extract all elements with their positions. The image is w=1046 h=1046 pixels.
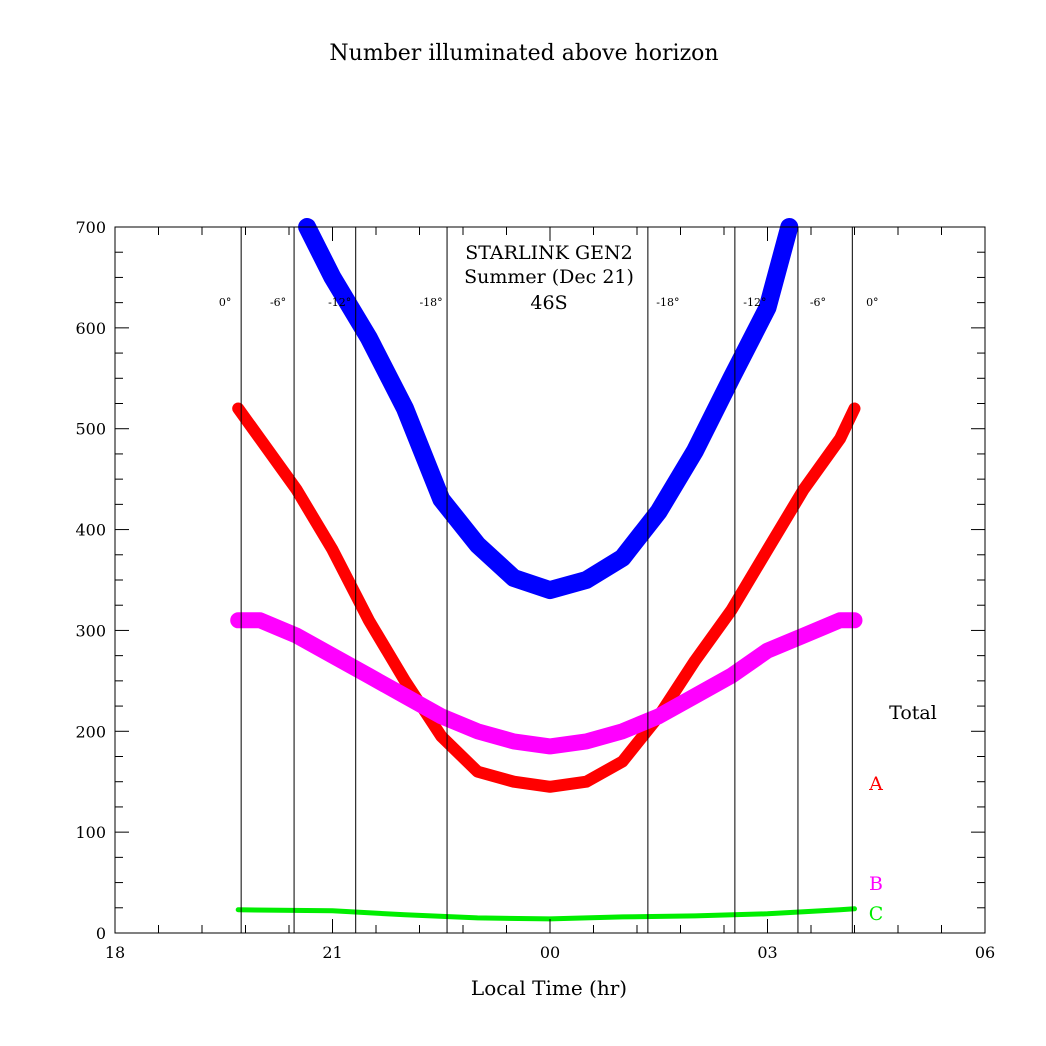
x-axis-label: Local Time (hr)	[471, 976, 627, 1000]
twilight-label: -12°	[743, 296, 766, 309]
twilight-label: -12°	[328, 296, 351, 309]
annotation-line-2: Summer (Dec 21)	[464, 266, 634, 288]
y-tick-label: 0	[96, 924, 106, 943]
x-tick-label: 03	[757, 943, 777, 962]
y-tick-label: 200	[75, 722, 106, 741]
x-tick-label: 18	[105, 943, 125, 962]
plot-frame	[114, 226, 986, 934]
y-tick-label: 700	[75, 218, 106, 237]
y-tick-label: 300	[75, 621, 106, 640]
chart-title: Number illuminated above horizon	[329, 41, 718, 66]
series-line-c	[235, 906, 857, 922]
twilight-label: 0°	[866, 296, 879, 309]
legend-label-a: A	[868, 773, 883, 795]
annotation-line-3: 46S	[530, 292, 567, 314]
legend-label-c: C	[869, 903, 884, 925]
y-tick-label: 100	[75, 823, 106, 842]
twilight-label: -6°	[810, 296, 826, 309]
y-tick-label: 600	[75, 319, 106, 338]
twilight-label: 0°	[219, 296, 232, 309]
series-line-a	[232, 402, 861, 793]
x-tick-label: 21	[322, 943, 342, 962]
annotation-line-1: STARLINK GEN2	[465, 242, 632, 264]
twilight-label: -18°	[419, 296, 442, 309]
legend-label-b: B	[869, 873, 883, 895]
twilight-label: -18°	[656, 296, 679, 309]
y-tick-label: 500	[75, 420, 106, 439]
twilight-label: -6°	[270, 296, 286, 309]
series-line-b	[230, 612, 863, 755]
legend-label-total: Total	[889, 702, 937, 724]
x-tick-label: 00	[540, 943, 560, 962]
series-line-total	[298, 218, 799, 600]
x-tick-label: 06	[975, 943, 995, 962]
y-tick-label: 400	[75, 521, 106, 540]
